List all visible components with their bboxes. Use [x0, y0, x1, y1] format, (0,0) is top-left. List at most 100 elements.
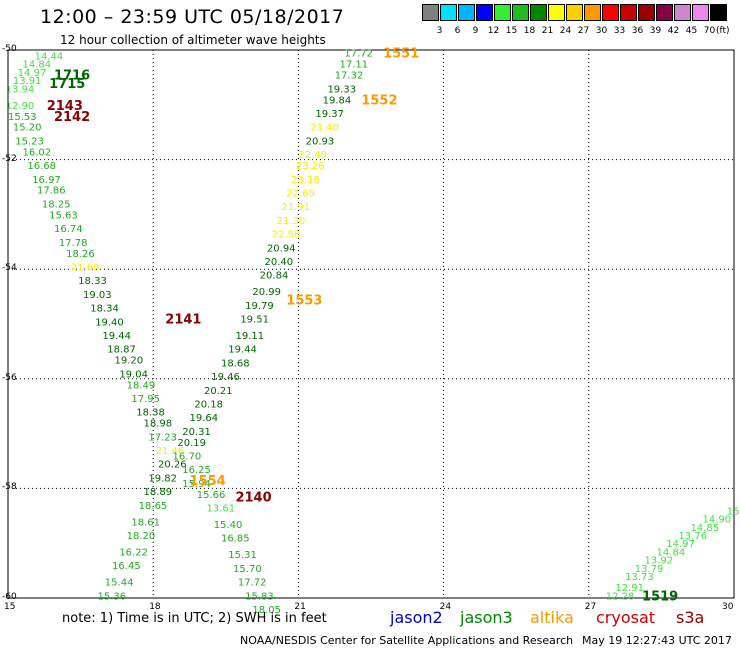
wave-height-value: 17.23 [148, 432, 177, 443]
color-scale-label: 18 [523, 26, 536, 36]
wave-height-value: 16.22 [119, 547, 148, 558]
wave-height-value: 19.64 [190, 413, 219, 424]
wave-height-value: 12.28 [606, 591, 635, 602]
wave-height-value: 18.38 [136, 408, 165, 419]
wave-height-value: 13.79 [635, 564, 664, 575]
wave-height-value: 18.87 [107, 345, 136, 356]
plot-frame [7, 49, 735, 599]
wave-height-value: 20.26 [158, 460, 187, 471]
wave-height-value: 19.20 [114, 356, 143, 367]
wave-height-value: 13.73 [625, 572, 654, 583]
pass-number-label: 1716 [54, 69, 90, 84]
y-tick-label: -54 [2, 263, 17, 274]
wave-height-value: 17.72 [344, 49, 373, 60]
page-subtitle: 12 hour collection of altimeter wave hei… [60, 33, 326, 47]
wave-height-value: 14.44 [35, 51, 64, 62]
wave-height-value: 21.30 [277, 216, 306, 227]
color-scale-label: 27 [577, 26, 590, 36]
wave-height-value: 18.33 [78, 276, 107, 287]
wave-height-value: 15.70 [233, 564, 262, 575]
color-scale-label: 12 [487, 26, 500, 36]
color-swatch [584, 4, 601, 21]
legend-item: s3a [676, 608, 705, 627]
legend-item: altika [530, 608, 574, 627]
color-swatch [422, 4, 439, 21]
wave-height-value: 17.95 [131, 394, 160, 405]
wave-height-value: 15.53 [8, 112, 37, 123]
wave-height-value: 19.84 [323, 95, 352, 106]
color-swatch [710, 4, 727, 21]
wave-height-value: 19.51 [240, 315, 269, 326]
wave-height-value: 16.74 [54, 224, 83, 235]
wave-height-value: 15.44 [105, 578, 134, 589]
wave-height-value: 21.91 [281, 202, 310, 213]
wave-height-value: 19.03 [83, 290, 112, 301]
wave-height-value: 18.49 [127, 380, 156, 391]
wave-height-value: 15.66 [197, 490, 226, 501]
pass-number-label: 2143 [47, 99, 83, 114]
wave-height-value: 19.11 [235, 331, 264, 342]
wave-height-value: 12.90 [6, 101, 35, 112]
wave-height-value: 15.20 [13, 123, 42, 134]
wave-height-value: 23.26 [296, 161, 325, 172]
color-scale-label: 33 [613, 26, 626, 36]
wave-height-value: 16.02 [23, 147, 52, 158]
wave-height-value: 22.40 [298, 150, 327, 161]
color-swatch [638, 4, 655, 21]
color-swatch [530, 4, 547, 21]
wave-height-value: 20.21 [204, 386, 233, 397]
wave-height-value: 20.18 [194, 399, 223, 410]
wave-height-value: 19.33 [327, 84, 356, 95]
wave-height-value: 15.36 [98, 591, 127, 602]
wave-height-value: 18.25 [42, 199, 71, 210]
color-scale-label: 70 [703, 26, 716, 36]
pass-number-label: 1715 [49, 77, 85, 92]
wave-height-value: 20.31 [182, 427, 211, 438]
wave-height-value: 21.40 [311, 123, 340, 134]
x-tick-label: 30 [722, 602, 734, 612]
wave-height-value: 17.72 [238, 578, 267, 589]
wave-height-labels: 14.4414.8414.9713.9113.9412.9015.5315.20… [6, 49, 740, 616]
y-tick-label: -60 [2, 592, 17, 602]
color-scale-label: 39 [649, 26, 662, 36]
color-swatch [692, 4, 709, 21]
wave-height-value: 16.97 [32, 175, 61, 186]
color-swatch [476, 4, 493, 21]
wave-height-value: 13.61 [206, 504, 235, 515]
wave-height-value: 19.79 [245, 301, 274, 312]
wave-height-value: 20.94 [267, 243, 296, 254]
pass-number-label: 1554 [190, 474, 226, 489]
color-swatch [548, 4, 565, 21]
wave-height-value: 15.83 [245, 591, 274, 602]
wave-height-value: 19.37 [315, 109, 344, 120]
wave-height-value: 17.78 [59, 238, 88, 249]
wave-height-value: 18.89 [144, 487, 173, 498]
color-swatch [458, 4, 475, 21]
wave-height-value: 14.84 [657, 547, 686, 558]
color-scale-label: 21 [541, 26, 554, 36]
wave-height-value: 13.94 [6, 84, 35, 95]
footer-note: note: 1) Time is in UTC; 2) SWH is in fe… [62, 611, 327, 626]
wave-height-value: 18.26 [66, 249, 95, 260]
y-tick-label: -50 [2, 44, 17, 54]
wave-height-value: 16.45 [112, 561, 141, 572]
color-swatch [494, 4, 511, 21]
color-swatch [656, 4, 673, 21]
wave-height-value: 19.40 [95, 317, 124, 328]
wave-height-value: 13.76 [678, 531, 707, 542]
wave-height-value: 21.60 [71, 262, 100, 273]
wave-height-value: 15.31 [228, 550, 257, 561]
y-tick-label: -58 [2, 482, 17, 493]
wave-height-value: 19.44 [102, 331, 131, 342]
legend-item: jason2 [390, 608, 443, 627]
pass-number-label: 1552 [361, 93, 397, 108]
color-swatch [674, 4, 691, 21]
legend-item: jason3 [460, 608, 513, 627]
wave-height-value: 14.97 [18, 68, 47, 79]
wave-height-value: 16.70 [173, 452, 202, 463]
pass-number-label: 1551 [383, 47, 419, 62]
wave-height-value: 17.86 [37, 186, 66, 197]
wave-height-value: 17.11 [340, 60, 369, 71]
wave-height-value: 14.85 [690, 523, 719, 534]
